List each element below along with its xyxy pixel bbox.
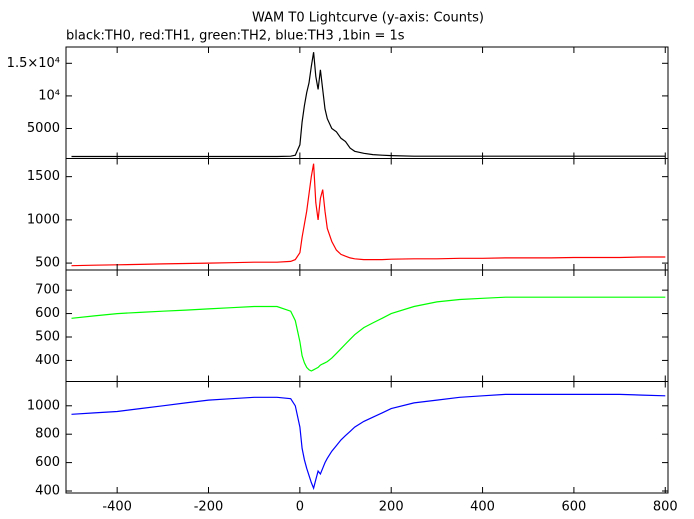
x-tick-label: -200 <box>194 500 224 515</box>
x-tick-label: 800 <box>653 500 678 515</box>
y-tick-label: 1500 <box>27 169 60 184</box>
y-tick-label: 1000 <box>27 212 60 227</box>
y-tick-label: 600 <box>35 306 60 321</box>
y-tick-label: 600 <box>35 455 60 470</box>
y-tick-label: 500 <box>35 329 60 344</box>
y-tick-label: 1.5×10⁴ <box>7 56 60 71</box>
data-line <box>71 296 666 372</box>
chart-subtitle: black:TH0, red:TH1, green:TH2, blue:TH3 … <box>66 29 405 44</box>
y-tick-label: 500 <box>35 256 60 271</box>
y-tick-label: 400 <box>35 484 60 499</box>
y-tick-label: 700 <box>35 283 60 298</box>
chart-title: WAM T0 Lightcurve (y-axis: Counts) <box>252 11 484 26</box>
panel-frame <box>65 381 669 494</box>
data-line <box>71 163 666 267</box>
y-tick-label: 10⁴ <box>38 88 60 103</box>
y-tick-label: 800 <box>35 427 60 442</box>
x-tick-label: -400 <box>102 500 132 515</box>
y-tick-label: 5000 <box>27 121 60 136</box>
y-tick-label: 400 <box>35 353 60 368</box>
x-tick-label: 0 <box>296 500 304 515</box>
x-tick-label: 600 <box>561 500 586 515</box>
x-tick-label: 200 <box>379 500 404 515</box>
x-tick-label: 400 <box>470 500 495 515</box>
data-line <box>71 52 666 158</box>
data-line <box>71 393 666 491</box>
y-tick-label: 1000 <box>27 398 60 413</box>
